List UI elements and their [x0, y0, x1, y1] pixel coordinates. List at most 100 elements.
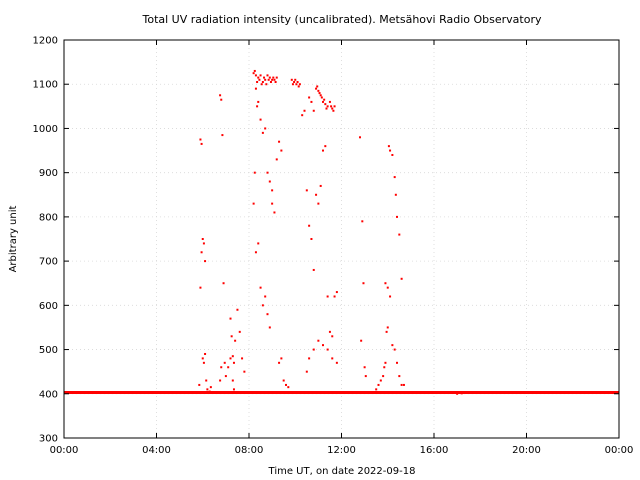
data-point	[229, 357, 232, 360]
data-point	[393, 176, 396, 179]
data-point	[275, 158, 278, 161]
y-tick-label: 900	[39, 168, 58, 179]
data-point	[221, 134, 224, 137]
data-point	[232, 361, 235, 364]
data-point	[362, 282, 365, 285]
data-point	[364, 375, 367, 378]
data-point	[383, 366, 386, 369]
data-point	[433, 391, 435, 394]
data-point	[243, 370, 246, 373]
data-point	[199, 138, 202, 141]
data-point	[257, 242, 260, 245]
data-point	[389, 149, 392, 152]
data-point	[396, 361, 398, 364]
data-point	[232, 388, 235, 391]
data-point	[335, 361, 338, 364]
data-point	[208, 390, 211, 393]
data-point	[253, 171, 256, 174]
data-point	[312, 109, 315, 112]
data-point	[199, 286, 202, 289]
data-point	[273, 78, 276, 81]
data-point	[238, 330, 241, 333]
data-point	[201, 357, 204, 360]
data-point	[266, 74, 269, 77]
data-point	[331, 107, 334, 110]
data-point	[204, 260, 207, 263]
data-point	[252, 202, 255, 205]
data-point	[241, 357, 244, 360]
data-point	[274, 81, 277, 84]
data-point	[259, 74, 262, 77]
data-point	[322, 149, 324, 152]
data-point	[198, 383, 201, 386]
chart-title: Total UV radiation intensity (uncalibrat…	[142, 13, 542, 26]
data-point	[328, 330, 331, 333]
data-point	[220, 366, 223, 369]
data-point	[316, 85, 319, 88]
data-point	[254, 87, 257, 90]
data-point	[326, 348, 329, 351]
data-point	[261, 81, 264, 84]
y-tick-label: 500	[39, 345, 58, 356]
data-point	[231, 379, 234, 382]
data-point	[389, 295, 392, 298]
x-tick-label: 12:00	[327, 445, 356, 456]
data-point	[258, 78, 261, 81]
data-point	[200, 142, 203, 145]
data-point	[317, 339, 320, 342]
y-tick-label: 1100	[33, 80, 58, 91]
data-point	[386, 286, 389, 289]
data-point	[224, 375, 227, 378]
data-point	[312, 268, 315, 271]
data-point	[361, 220, 364, 223]
data-point	[303, 109, 306, 112]
data-point	[332, 109, 335, 112]
data-point	[326, 105, 329, 108]
data-point	[379, 379, 382, 382]
data-point	[293, 81, 296, 84]
data-point	[322, 100, 324, 103]
data-point	[257, 76, 260, 79]
y-tick-label: 1200	[33, 36, 58, 47]
data-point	[317, 89, 320, 92]
data-point	[320, 96, 323, 99]
data-point	[331, 335, 334, 338]
data-point	[263, 76, 266, 79]
data-point	[261, 304, 264, 307]
data-point	[256, 81, 259, 84]
data-point	[227, 366, 230, 369]
data-point	[264, 78, 267, 81]
y-tick-label: 400	[39, 389, 58, 400]
data-point	[310, 100, 313, 103]
data-point	[273, 211, 276, 214]
data-point	[267, 78, 270, 81]
data-point	[396, 215, 398, 218]
y-axis-ticks: 300 400 500 600 700 800 900 1000 1100 1200	[33, 36, 619, 445]
data-point	[201, 238, 204, 240]
data-point	[386, 326, 389, 329]
x-tick-label: 20:00	[512, 445, 541, 456]
data-point	[259, 118, 262, 121]
y-tick-label: 800	[39, 212, 58, 223]
data-point	[298, 83, 301, 86]
data-point	[387, 145, 390, 148]
data-point	[301, 114, 304, 117]
data-point	[324, 103, 327, 106]
data-point	[202, 361, 205, 364]
data-point	[385, 330, 388, 333]
data-point	[271, 78, 274, 81]
data-point	[265, 83, 268, 86]
data-point	[467, 391, 470, 394]
data-point	[391, 344, 394, 347]
data-point	[382, 375, 385, 378]
x-tick-label: 00:00	[50, 445, 79, 456]
data-point	[294, 78, 297, 81]
data-point	[282, 379, 285, 382]
data-point	[275, 76, 278, 79]
data-point	[460, 392, 463, 395]
data-point	[398, 375, 401, 378]
data-point	[272, 76, 275, 79]
data-point	[363, 366, 366, 369]
data-point	[318, 92, 321, 95]
data-point	[266, 171, 269, 174]
